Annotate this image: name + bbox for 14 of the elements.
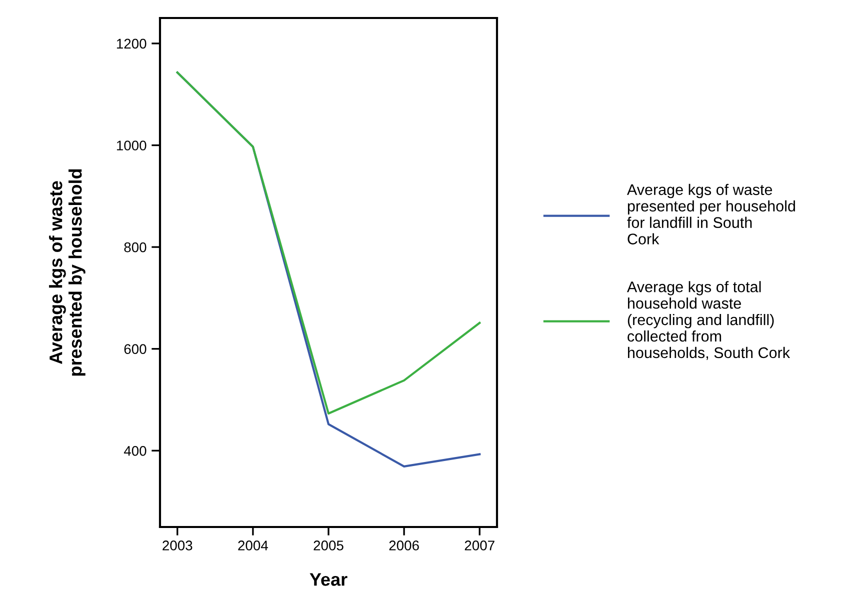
x-tick-label: 2006 [389,540,419,550]
x-axis-title: Year [310,573,348,586]
y-tick-label: 1000 [116,140,146,150]
y-tick-label: 400 [124,446,146,456]
legend-label: Average kgs of total household waste (recycling and landfill) collected from households, South Cork [626,281,790,360]
y-tick-label: 600 [124,344,146,354]
x-tick-label: 2003 [162,540,192,550]
x-tick-label: 2007 [464,540,494,550]
y-tick-label: 800 [124,242,146,252]
x-tick-label: 2005 [314,540,344,550]
y-axis-title: Average kgs of waste presented by household [49,169,86,376]
y-tick-label: 1200 [116,38,146,49]
x-tick-label: 2004 [238,540,268,550]
legend-label: Average kgs of waste presented per household for landfill in South Cork [626,184,795,244]
